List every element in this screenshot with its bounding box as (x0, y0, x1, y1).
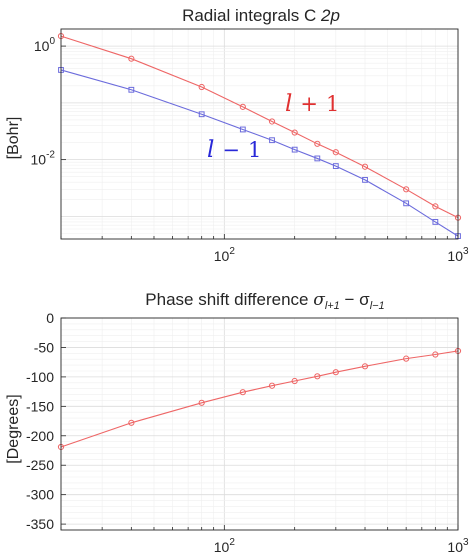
top-series-1-point (332, 163, 339, 169)
top-series-1-point (362, 176, 368, 183)
top-grid (60, 28, 459, 240)
bottom-series-0-point (332, 369, 339, 376)
top-series-0-point (403, 186, 410, 193)
bottom-series-0-point (128, 419, 135, 426)
bottom-x-tick-label: 102 (214, 537, 236, 555)
top-series-0-point (198, 83, 205, 91)
top-series-1-point (269, 137, 275, 144)
top-y-axis-label: [Bohr] (5, 117, 22, 160)
bottom-series-layer (57, 347, 462, 451)
bottom-y-tick-label: -300 (26, 487, 54, 503)
top-series-0-line (60, 35, 459, 219)
bottom-x-tick-label: 103 (447, 537, 469, 555)
top-series-1-point (432, 219, 439, 225)
top-series-0-point (128, 55, 135, 62)
bottom-series-0-point (291, 377, 298, 385)
bottom-grid (60, 317, 459, 531)
top-axes-frame (60, 28, 459, 240)
bottom-series-0-point (432, 351, 439, 358)
bottom-y-tick-label: -250 (26, 457, 54, 473)
top-series-1-point (239, 126, 246, 133)
bottom-series-0-point (403, 355, 410, 362)
top-x-tick-label: 103 (447, 246, 469, 264)
bottom-y-tick-label: -100 (26, 369, 54, 385)
top-series-1-point (403, 200, 410, 207)
top-series-0-point (239, 103, 246, 110)
top-x-tick-label: 102 (214, 246, 236, 264)
top-series-0-point (268, 118, 276, 125)
radial-integrals-panel: Radial integrals C 2p [Bohr] 102 10310-21… (5, 6, 469, 264)
top-series-1-point (128, 86, 135, 93)
top-series-1-point (291, 146, 298, 153)
bottom-y-tick-label: -150 (26, 398, 54, 414)
bottom-title: Phase shift difference σl+1 − σl−1 (145, 290, 384, 312)
top-series-0-point (291, 129, 298, 136)
top-series-0-point (314, 140, 321, 147)
top-ticks: 102 103 10-2 100 (31, 36, 469, 264)
top-y-tick-label: 100 (34, 36, 56, 54)
top-series-1-point (198, 111, 205, 118)
bottom-axes-frame (60, 317, 459, 531)
top-series-0-point (332, 149, 339, 156)
bottom-y-tick-label: -350 (26, 516, 54, 532)
bottom-y-tick-label: 0 (46, 310, 54, 326)
bottom-y-tick-label: -50 (34, 339, 54, 355)
top-y-tick-label: 10-2 (31, 150, 56, 168)
bottom-series-0-point (198, 399, 205, 406)
bottom-series-0-point (361, 363, 369, 370)
bottom-y-axis-label: [Degrees] (5, 394, 22, 463)
top-series-1-line (60, 69, 459, 237)
bottom-series-0-line (60, 350, 459, 448)
top-series-1-point (314, 155, 321, 162)
phase-shift-panel: Phase shift difference σl+1 − σl−1 [Degr… (5, 290, 469, 555)
top-series-0-point (432, 203, 439, 210)
bottom-y-tick-label: -200 (26, 428, 54, 444)
annotation-l-plus-1: l +1 (285, 91, 339, 117)
annotation-l-minus-1: l −1 (207, 137, 261, 163)
top-series-layer (57, 32, 462, 239)
top-series-0-point (361, 163, 369, 170)
top-title: Radial integrals C 2p (182, 6, 340, 25)
bottom-series-0-point (268, 382, 276, 389)
bottom-ticks: 102 103 0 -50 -100 -150 -200 -250 -300 -350 (26, 310, 469, 555)
bottom-series-0-point (239, 389, 246, 396)
bottom-series-0-point (314, 373, 321, 380)
